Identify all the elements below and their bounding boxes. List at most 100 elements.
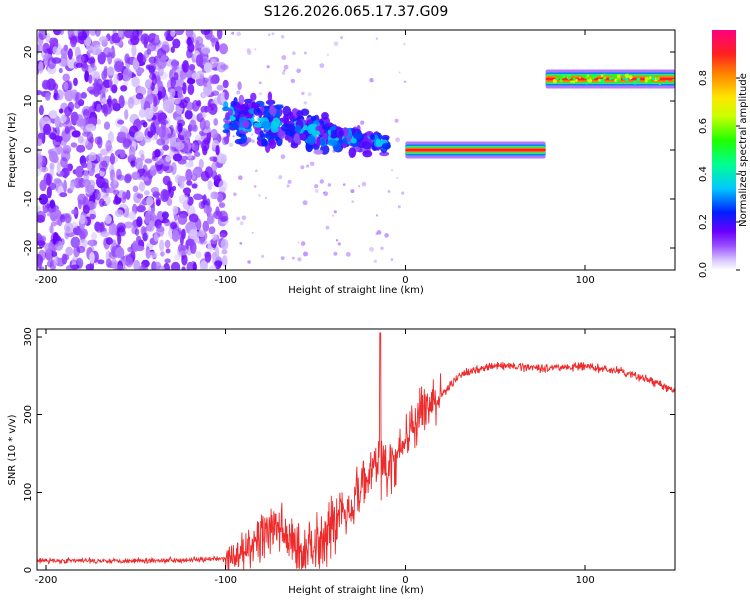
noise-blob xyxy=(100,148,109,156)
noise-blob xyxy=(64,81,69,91)
tone-speckle xyxy=(644,76,649,81)
noise-blob xyxy=(76,54,85,64)
transition-blob xyxy=(362,141,372,150)
colorbar-label: Normalized spectral amplitude xyxy=(738,73,749,227)
noise-dot xyxy=(236,216,241,221)
noise-blob xyxy=(208,226,216,235)
noise-blob xyxy=(132,185,139,193)
noise-blob xyxy=(172,205,179,215)
tone-band xyxy=(405,148,546,152)
noise-blob xyxy=(181,228,186,240)
noise-blob xyxy=(96,118,102,125)
noise-blob xyxy=(145,79,152,90)
noise-blob xyxy=(61,253,68,265)
noise-dot xyxy=(271,32,275,36)
transition-blob xyxy=(259,130,264,138)
noise-dot xyxy=(375,37,378,40)
noise-blob xyxy=(131,44,137,57)
noise-blob xyxy=(171,230,180,242)
noise-blob xyxy=(91,232,97,241)
noise-blob xyxy=(134,131,144,142)
transition-blob xyxy=(241,120,250,128)
noise-blob xyxy=(135,118,140,128)
noise-dot xyxy=(384,233,389,238)
noise-blob xyxy=(80,92,88,99)
noise-dot xyxy=(300,241,306,246)
noise-blob xyxy=(123,128,129,134)
noise-blob xyxy=(86,57,96,64)
noise-blob xyxy=(38,249,47,261)
noise-blob xyxy=(170,46,175,53)
noise-blob xyxy=(88,74,93,84)
noise-dot xyxy=(286,184,290,188)
transition-blob xyxy=(243,102,249,113)
noise-blob xyxy=(157,110,165,119)
noise-blob xyxy=(221,255,228,267)
transition-blob xyxy=(350,138,357,144)
noise-blob xyxy=(184,109,193,120)
transition-blob xyxy=(379,151,390,157)
noise-blob xyxy=(48,182,57,191)
tone-speckle xyxy=(616,74,621,79)
noise-blob xyxy=(73,77,78,87)
noise-blob xyxy=(82,204,90,214)
transition-blob xyxy=(222,106,230,112)
transition-blob xyxy=(370,134,375,141)
noise-blob xyxy=(99,231,110,238)
colorbar-tick-label: 0.8 xyxy=(698,70,709,86)
noise-blob xyxy=(134,157,143,170)
noise-blob xyxy=(181,266,186,270)
noise-dot xyxy=(303,251,308,257)
noise-dot xyxy=(283,64,289,70)
transition-blob xyxy=(381,134,390,141)
noise-blob xyxy=(122,68,132,81)
tone-speckle xyxy=(651,76,656,81)
transition-blob xyxy=(267,91,273,102)
noise-dot xyxy=(398,71,401,74)
noise-blob xyxy=(82,179,91,188)
transition-blob xyxy=(296,110,304,118)
noise-blob xyxy=(177,122,183,133)
noise-blob xyxy=(161,211,169,220)
noise-blob xyxy=(75,62,83,68)
spectrogram-marks xyxy=(37,30,675,270)
y-tick-label: 300 xyxy=(23,327,34,346)
tone-speckle xyxy=(622,77,625,80)
noise-blob xyxy=(161,41,170,51)
noise-blob xyxy=(213,175,221,184)
noise-dot xyxy=(351,200,355,203)
noise-blob xyxy=(113,73,119,86)
noise-blob xyxy=(65,246,74,256)
transition-blob xyxy=(293,133,300,144)
noise-blob xyxy=(71,130,81,138)
noise-blob xyxy=(75,165,84,178)
colorbar-tick-label: 0.2 xyxy=(698,214,709,230)
noise-blob xyxy=(38,30,47,40)
noise-blob xyxy=(136,216,143,227)
noise-dot xyxy=(280,35,285,39)
noise-blob xyxy=(178,194,189,205)
noise-blob xyxy=(179,181,185,189)
spectrogram-x-label: Height of straight line (km) xyxy=(288,285,424,296)
noise-blob xyxy=(128,211,136,220)
noise-blob xyxy=(207,212,214,225)
y-tick-label: 0 xyxy=(23,147,34,153)
noise-blob xyxy=(174,254,181,261)
snr-y-ticks: 0 100 200 300 xyxy=(23,327,675,573)
noise-blob xyxy=(150,123,157,136)
noise-blob xyxy=(50,232,60,245)
transition-blob xyxy=(322,132,328,141)
noise-blob xyxy=(151,202,155,214)
noise-blob xyxy=(89,213,96,220)
noise-blob xyxy=(130,35,140,46)
noise-dot xyxy=(395,137,400,143)
noise-blob xyxy=(136,193,144,199)
noise-blob xyxy=(170,162,177,175)
noise-blob xyxy=(170,30,176,37)
noise-blob xyxy=(94,136,102,145)
noise-blob xyxy=(41,79,50,90)
noise-blob xyxy=(160,251,165,257)
y-tick-label: 200 xyxy=(23,405,34,424)
tone-speckle xyxy=(597,78,601,82)
noise-blob xyxy=(195,36,204,46)
